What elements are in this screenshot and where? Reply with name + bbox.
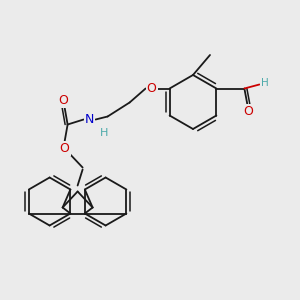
Text: O: O (243, 105, 253, 118)
Text: O: O (59, 94, 69, 107)
Text: N: N (85, 113, 94, 126)
Text: O: O (147, 82, 157, 95)
Text: H: H (99, 128, 108, 139)
Text: O: O (60, 142, 70, 155)
Text: H: H (260, 77, 268, 88)
